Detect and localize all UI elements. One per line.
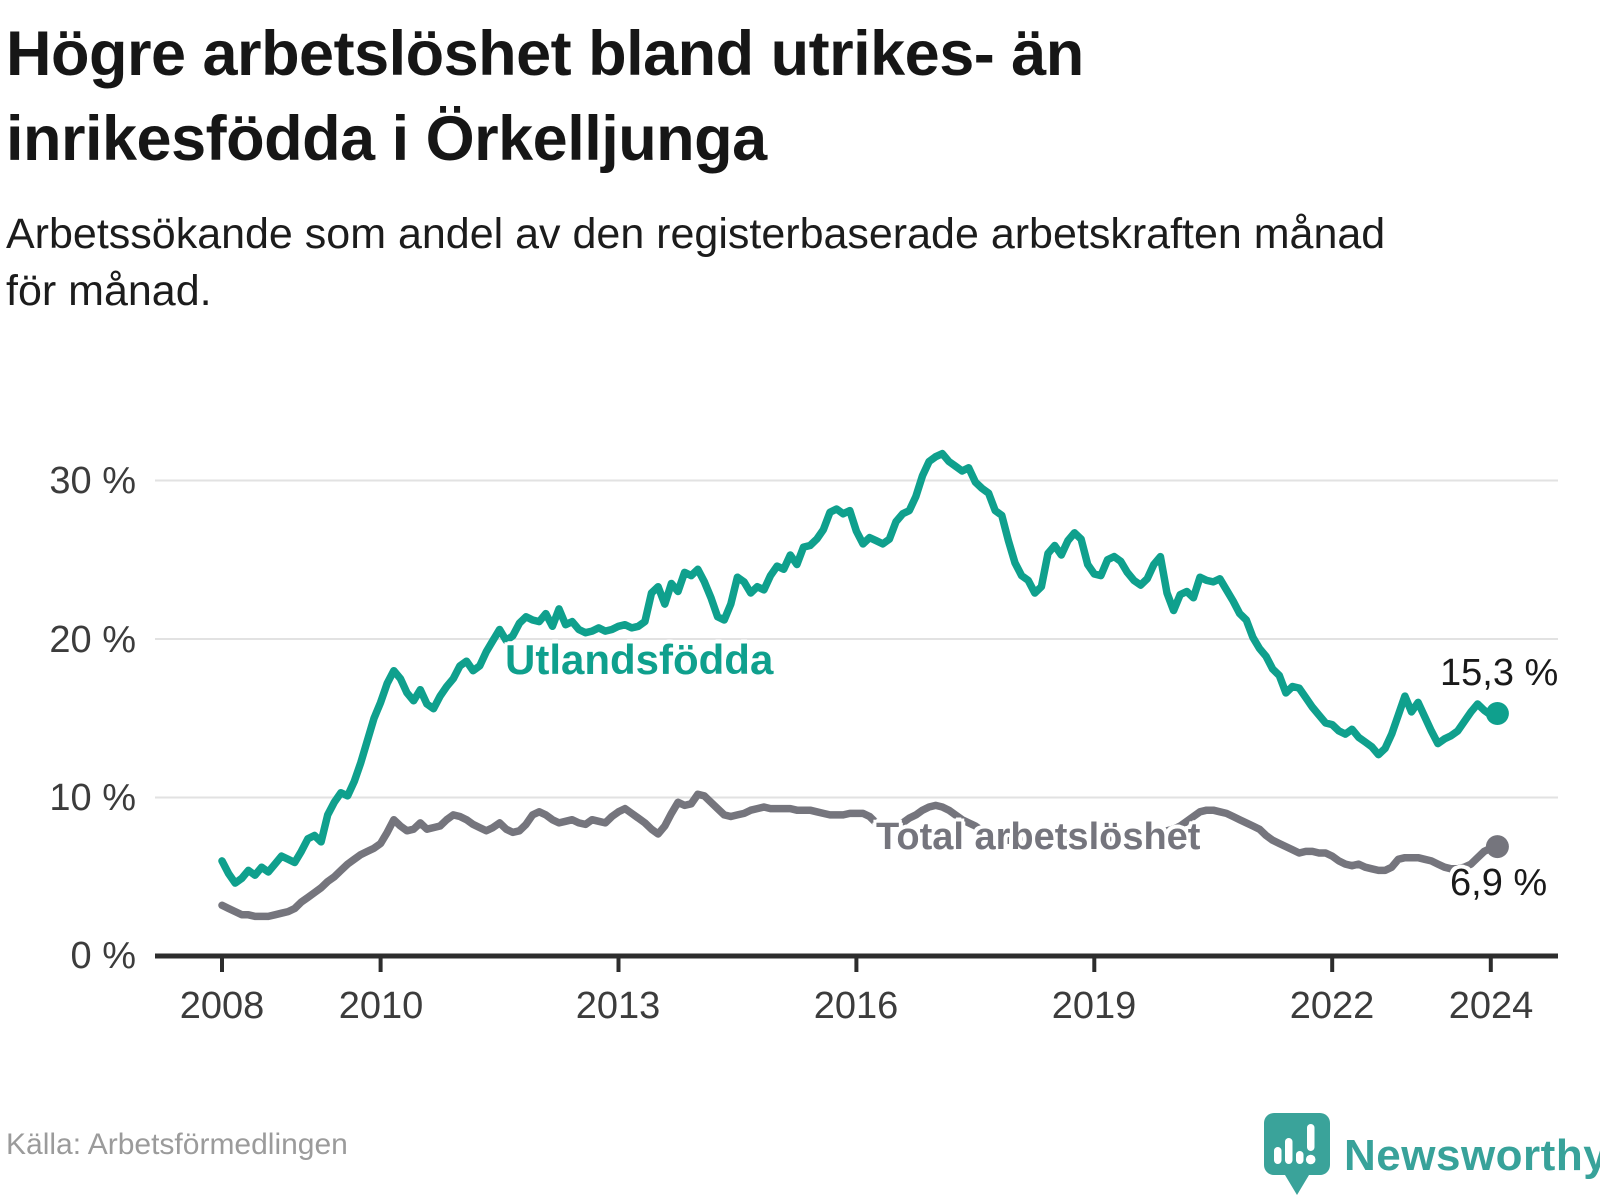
series-line-utlandsfodda — [218, 449, 1502, 887]
y-axis-label-10: 10 % — [49, 777, 136, 819]
series-label-total-arbetsloshet: Total arbetslöshet — [876, 816, 1201, 858]
end-value-label-total: 6,9 % — [1450, 862, 1548, 904]
subtitle-line-1: Arbetssökande som andel av den registerb… — [6, 210, 1386, 258]
series-end-dot-total — [1485, 835, 1509, 859]
newsworthy-brand-link[interactable]: Newsworthy — [1262, 1112, 1600, 1200]
series-line-total — [218, 790, 1502, 921]
title-line-2: inrikesfödda i Örkelljunga — [6, 104, 767, 174]
x-axis-label-2008: 2008 — [179, 985, 265, 1027]
x-axis-label-2016: 2016 — [813, 985, 899, 1027]
x-axis-label-2022: 2022 — [1289, 985, 1375, 1027]
y-axis-label-30: 30 % — [49, 460, 136, 502]
x-axis-label-2019: 2019 — [1051, 985, 1137, 1027]
subtitle-line-2: för månad. — [6, 267, 212, 315]
series-end-dot-utlandsfodda — [1485, 702, 1509, 725]
x-axis-label-2010: 2010 — [338, 985, 424, 1027]
series-label-utlandsfodda: Utlandsfödda — [505, 636, 774, 683]
source-attribution: Källa: Arbetsförmedlingen — [6, 1128, 348, 1161]
y-axis-label-0: 0 % — [70, 935, 136, 977]
y-axis-label-20: 20 % — [49, 619, 136, 661]
newsworthy-logo-icon — [1262, 1111, 1332, 1200]
x-axis-label-2024: 2024 — [1448, 985, 1534, 1027]
newsworthy-brand-name: Newsworthy — [1344, 1131, 1600, 1180]
chart-subtitle: Arbetssökande som andel av den registerb… — [6, 206, 1566, 320]
page-title: Högre arbetslöshet bland utrikes- än inr… — [6, 12, 1406, 182]
title-line-1: Högre arbetslöshet bland utrikes- än — [6, 19, 1084, 89]
end-value-label-utlandsfodda: 15,3 % — [1440, 652, 1559, 694]
x-axis-label-2013: 2013 — [575, 985, 661, 1027]
